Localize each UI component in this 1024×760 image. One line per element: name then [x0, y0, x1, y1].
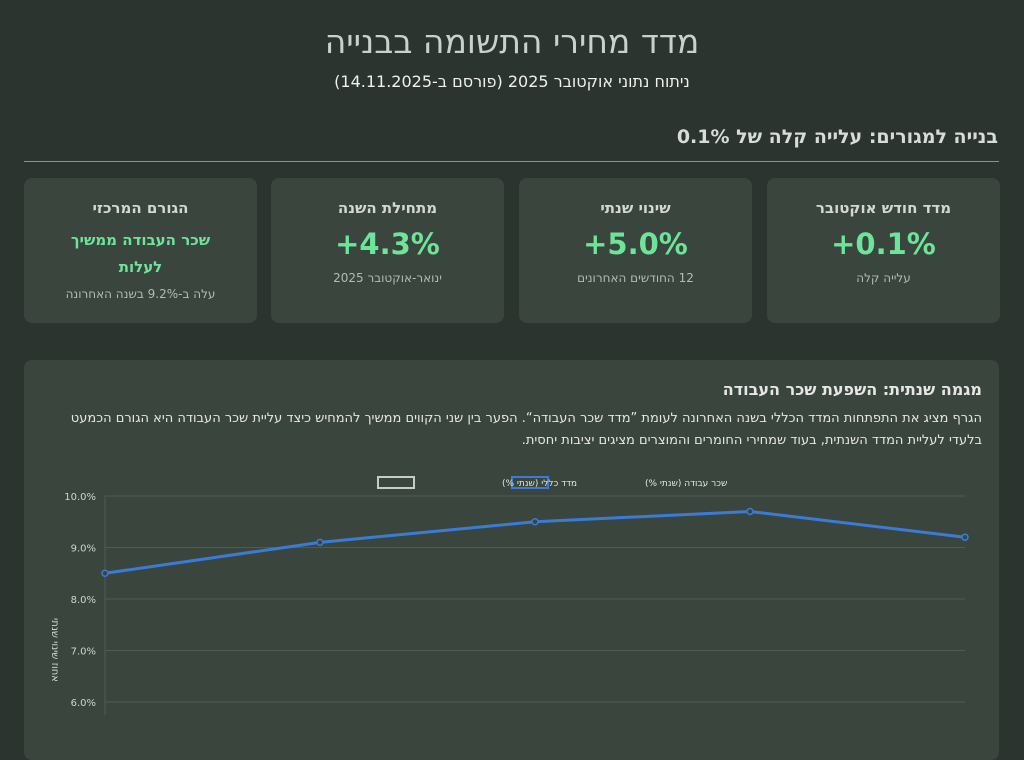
card-value: +4.3%: [335, 227, 440, 261]
y-tick-label: 9.0%: [71, 544, 96, 555]
card-sub: ינואר-אוקטובר 2025: [333, 271, 442, 285]
labor-series-point: [961, 533, 969, 541]
card-value: +0.1%: [831, 227, 936, 261]
card-sub: עלה ב-9.2% בשנה האחרונה: [65, 287, 216, 301]
page-subtitle: ניתוח נתוני אוקטובר 2025 (פורסם ב-14.11.…: [334, 72, 690, 91]
y-axis-label: אחוז שינוי שנתי: [49, 618, 60, 682]
y-tick-label: 10.0%: [64, 492, 96, 503]
labor-series-point: [531, 518, 539, 526]
trend-panel: מגמה שנתית: השפעת שכר העבודה הגרף מציג א…: [24, 360, 999, 760]
line-chart: 10.0% 9.0% 8.0% 7.0% 6.0% אחוז שינוי שנתי שכר …: [49, 476, 969, 715]
labor-series-point: [101, 569, 109, 577]
page-title: מדד מחירי התשומה בבנייה: [324, 22, 700, 61]
card-value: +5.0%: [583, 227, 688, 261]
card-value: שכר העבודה ממשיך לעלות: [70, 231, 211, 276]
card-sub: עלייה קלה: [856, 271, 911, 285]
section-heading: בנייה למגורים: עלייה קלה של 0.1%: [676, 126, 998, 148]
legend-swatch-labor: [511, 476, 549, 489]
card-sub: 12 החודשים האחרונים: [577, 271, 694, 285]
card-title: מדד חודש אוקטובר: [815, 199, 952, 217]
y-tick-label: 7.0%: [71, 647, 96, 658]
legend-label-labor: שכר עבודה (שנתי %): [645, 479, 727, 489]
y-tick-label: 8.0%: [71, 595, 96, 606]
card-main-factor: הגורם המרכזי שכר העבודה ממשיך לעלות עלה …: [24, 178, 257, 323]
card-annual-change: שינוי שנתי +5.0% 12 החודשים האחרונים: [519, 178, 752, 323]
card-ytd: מתחילת השנה +4.3% ינואר-אוקטובר 2025: [271, 178, 504, 323]
card-monthly-index: מדד חודש אוקטובר +0.1% עלייה קלה: [767, 178, 1000, 323]
labor-series-point: [746, 507, 754, 516]
card-title: הגורם המרכזי: [92, 199, 189, 217]
legend-label-general: מדד כללי (שנתי %): [502, 479, 577, 489]
panel-heading: מגמה שנתית: השפעת שכר העבודה: [722, 380, 982, 399]
labor-series-point: [316, 538, 324, 547]
card-title: שינוי שנתי: [600, 199, 671, 217]
panel-description: הגרף מציג את התפתחות המדד הכללי בשנה האח…: [70, 411, 982, 448]
y-tick-label: 6.0%: [71, 698, 96, 709]
legend-swatch-general: [377, 476, 415, 489]
divider: [24, 161, 999, 162]
card-title: מתחילת השנה: [337, 199, 438, 217]
